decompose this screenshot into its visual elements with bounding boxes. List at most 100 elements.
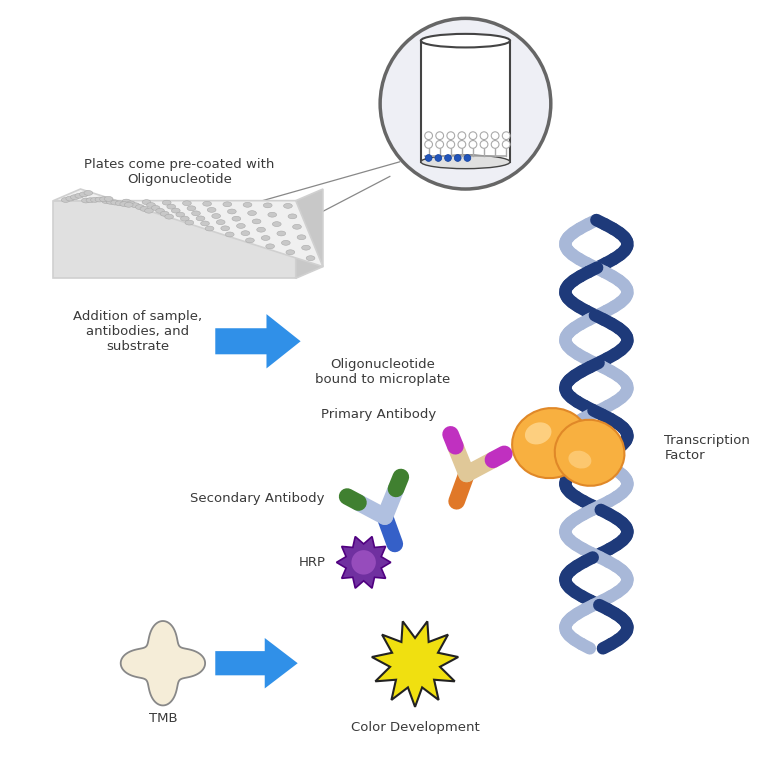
Ellipse shape — [525, 422, 552, 445]
Circle shape — [435, 141, 444, 148]
Ellipse shape — [243, 202, 252, 207]
Ellipse shape — [127, 201, 135, 206]
Circle shape — [447, 141, 455, 148]
Circle shape — [447, 132, 455, 140]
Ellipse shape — [207, 208, 216, 212]
Text: Addition of sample,
antibodies, and
substrate: Addition of sample, antibodies, and subs… — [73, 310, 202, 353]
Ellipse shape — [147, 202, 155, 208]
Ellipse shape — [144, 209, 154, 213]
Ellipse shape — [192, 211, 200, 215]
Polygon shape — [336, 536, 391, 588]
Text: Secondary Antibody: Secondary Antibody — [189, 492, 324, 505]
Ellipse shape — [84, 190, 92, 196]
Ellipse shape — [180, 216, 189, 221]
Ellipse shape — [196, 216, 205, 221]
Ellipse shape — [512, 408, 590, 478]
Ellipse shape — [297, 235, 306, 240]
Ellipse shape — [82, 198, 90, 203]
Ellipse shape — [206, 226, 214, 231]
Ellipse shape — [421, 34, 510, 47]
Circle shape — [502, 132, 510, 140]
Ellipse shape — [302, 245, 310, 250]
Circle shape — [435, 132, 444, 140]
Ellipse shape — [120, 202, 128, 206]
Ellipse shape — [225, 232, 234, 237]
Ellipse shape — [277, 231, 286, 236]
Ellipse shape — [115, 201, 124, 206]
Ellipse shape — [281, 241, 290, 245]
Ellipse shape — [102, 199, 111, 203]
Ellipse shape — [176, 212, 185, 217]
Polygon shape — [372, 621, 458, 707]
Ellipse shape — [555, 419, 624, 486]
Circle shape — [491, 132, 499, 140]
Ellipse shape — [135, 205, 144, 209]
Ellipse shape — [306, 256, 315, 261]
Ellipse shape — [264, 203, 272, 208]
Text: Transcription
Factor: Transcription Factor — [664, 434, 750, 462]
Circle shape — [435, 154, 442, 161]
Ellipse shape — [131, 202, 140, 208]
Circle shape — [464, 154, 471, 161]
Ellipse shape — [99, 197, 108, 202]
Circle shape — [445, 154, 452, 161]
Ellipse shape — [237, 224, 245, 228]
Ellipse shape — [286, 250, 295, 254]
Ellipse shape — [245, 238, 254, 243]
Ellipse shape — [61, 198, 70, 202]
Ellipse shape — [185, 220, 194, 225]
Polygon shape — [53, 201, 296, 278]
Circle shape — [502, 141, 510, 148]
Ellipse shape — [187, 206, 196, 211]
Ellipse shape — [212, 214, 221, 219]
Text: HRP: HRP — [299, 556, 325, 569]
Ellipse shape — [75, 193, 83, 198]
Circle shape — [469, 141, 477, 148]
Ellipse shape — [201, 221, 209, 226]
Text: Color Development: Color Development — [351, 721, 480, 734]
Circle shape — [426, 154, 432, 161]
Polygon shape — [215, 638, 298, 688]
Ellipse shape — [167, 204, 176, 209]
Ellipse shape — [79, 192, 88, 197]
Ellipse shape — [228, 209, 236, 214]
Circle shape — [491, 141, 499, 148]
Ellipse shape — [421, 155, 510, 169]
Ellipse shape — [241, 231, 250, 235]
Ellipse shape — [183, 201, 191, 206]
Ellipse shape — [91, 197, 99, 202]
Ellipse shape — [104, 196, 113, 201]
Ellipse shape — [142, 199, 151, 205]
Ellipse shape — [283, 203, 293, 209]
Ellipse shape — [257, 227, 265, 232]
Circle shape — [425, 132, 432, 140]
Ellipse shape — [66, 196, 75, 201]
Ellipse shape — [160, 212, 169, 216]
Polygon shape — [215, 314, 300, 368]
FancyBboxPatch shape — [421, 40, 510, 162]
Ellipse shape — [125, 202, 133, 207]
Ellipse shape — [151, 206, 160, 210]
Polygon shape — [121, 621, 205, 705]
Ellipse shape — [70, 195, 79, 199]
Ellipse shape — [86, 198, 95, 202]
Ellipse shape — [248, 211, 257, 215]
Ellipse shape — [266, 244, 274, 249]
Ellipse shape — [165, 214, 173, 219]
Ellipse shape — [223, 202, 231, 207]
Circle shape — [380, 18, 551, 189]
Circle shape — [480, 141, 488, 148]
Ellipse shape — [293, 225, 301, 229]
Circle shape — [458, 141, 466, 148]
Text: TMB: TMB — [149, 712, 177, 725]
Ellipse shape — [111, 200, 119, 205]
Ellipse shape — [268, 212, 277, 217]
Circle shape — [458, 132, 466, 140]
Polygon shape — [53, 189, 323, 267]
Ellipse shape — [122, 199, 131, 204]
Ellipse shape — [273, 222, 281, 226]
Ellipse shape — [216, 220, 225, 225]
Ellipse shape — [162, 200, 171, 205]
Ellipse shape — [261, 235, 270, 241]
Ellipse shape — [95, 197, 104, 202]
